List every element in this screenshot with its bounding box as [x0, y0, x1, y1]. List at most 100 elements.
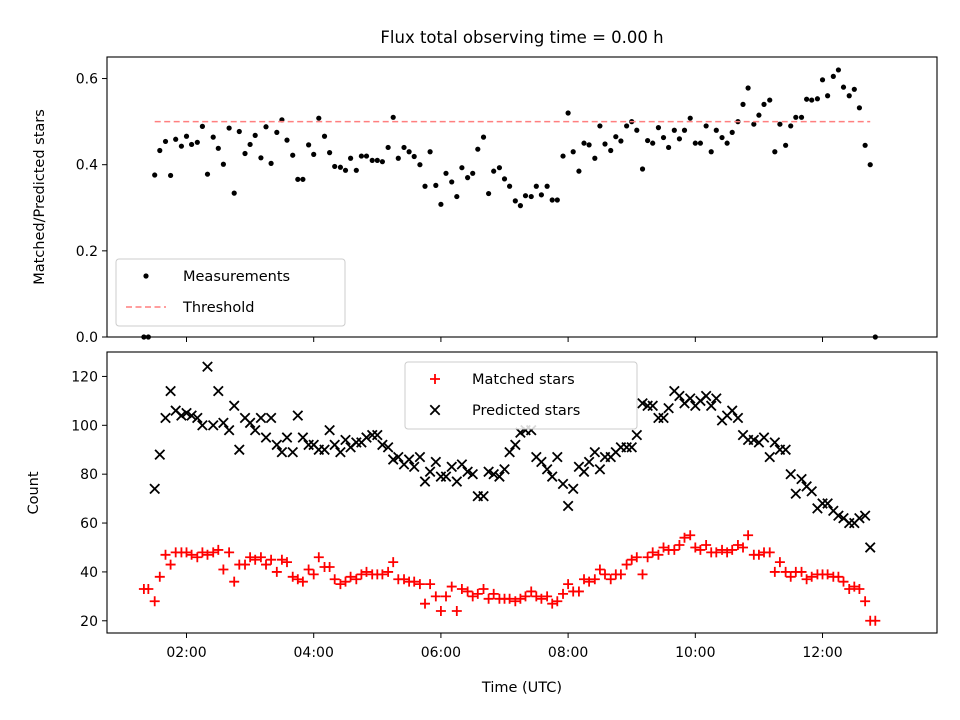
matched-stars-point	[653, 549, 664, 560]
measurement-point	[316, 115, 322, 121]
predicted-stars-point	[340, 434, 351, 446]
matched-stars-point	[478, 584, 489, 595]
measurement-point	[645, 137, 651, 144]
matched-stars-point	[526, 586, 537, 597]
bottom-legend: Matched stars Predicted stars	[404, 361, 638, 430]
measurement-point	[470, 170, 476, 176]
measurement-point	[321, 133, 328, 139]
measurement-point	[592, 155, 598, 161]
matched-stars-point	[547, 598, 558, 609]
predicted-stars-point	[335, 446, 346, 458]
measurement-point	[581, 140, 587, 146]
measurement-point	[210, 134, 216, 140]
predicted-stars-point	[451, 476, 463, 487]
predicted-stars-point	[663, 402, 674, 414]
measurement-point	[830, 73, 836, 79]
measurement-point	[162, 138, 169, 145]
top-y-tick-label: 0.4	[76, 158, 98, 174]
predicted-stars-point	[854, 512, 865, 524]
measurement-point	[390, 114, 396, 120]
matched-stars-point	[313, 552, 324, 563]
measurement-point	[406, 149, 412, 155]
matched-stars-point	[329, 574, 340, 585]
matched-stars-point	[685, 530, 696, 541]
measurement-point	[708, 149, 714, 155]
measurement-point	[363, 153, 370, 159]
matched-stars-point	[753, 549, 764, 560]
matched-stars-point	[594, 564, 605, 575]
measurement-point	[851, 86, 857, 92]
measurement-point	[565, 110, 571, 116]
top-y-tick-label: 0.0	[76, 330, 98, 346]
predicted-stars-point	[726, 405, 738, 416]
measurement-point	[761, 101, 767, 107]
predicted-stars-point	[806, 485, 818, 497]
predicted-stars-point	[165, 385, 176, 397]
measurement-point	[369, 157, 375, 163]
measurement-point	[756, 112, 762, 118]
predicted-stars-point	[536, 456, 547, 468]
measurement-point	[862, 142, 868, 148]
predicted-stars-point	[478, 490, 489, 502]
matched-stars-point	[399, 574, 410, 585]
matched-stars-point	[456, 584, 467, 595]
matched-stars-point	[563, 579, 574, 590]
measurement-point	[687, 115, 693, 121]
predicted-stars-point	[578, 466, 590, 478]
measurement-point	[533, 183, 539, 189]
matched-stars-point	[271, 566, 282, 577]
measurement-point	[374, 157, 380, 163]
matched-stars-point	[425, 579, 436, 590]
measurement-point	[327, 150, 333, 156]
measurement-point	[713, 127, 719, 133]
matched-stars-point	[462, 586, 473, 597]
predicted-stars-point	[859, 510, 871, 522]
predicted-stars-point	[154, 449, 166, 460]
measurement-point	[814, 96, 821, 102]
measurement-point	[300, 176, 306, 182]
predicted-stars-point	[297, 432, 309, 443]
matched-stars-point	[605, 574, 616, 585]
measurement-point	[729, 129, 735, 135]
predicted-stars-point	[785, 468, 797, 480]
measurement-point	[856, 105, 863, 111]
predicted-stars-point	[149, 483, 161, 495]
measurement-point	[263, 124, 269, 130]
predicted-stars-point	[424, 466, 436, 478]
legend-label: Predicted stars	[472, 403, 580, 419]
measurement-point	[560, 153, 566, 159]
bottom-y-tick-label: 40	[80, 565, 98, 581]
predicted-stars-point	[191, 412, 203, 424]
matched-stars-point	[631, 552, 642, 563]
predicted-stars-point	[732, 412, 744, 424]
matched-stars-point	[361, 566, 372, 577]
measurement-point	[655, 125, 662, 131]
measurement-point	[204, 171, 211, 177]
matched-stars-point	[297, 576, 308, 587]
measurement-point	[522, 193, 529, 199]
predicted-stars-point	[562, 500, 574, 512]
predicted-stars-point	[160, 412, 171, 424]
matched-stars-point	[467, 591, 478, 602]
matched-stars-point	[690, 542, 701, 553]
matched-stars-point	[674, 540, 685, 551]
measurement-point	[353, 167, 359, 173]
matched-stars-point	[844, 584, 855, 595]
predicted-stars-point	[864, 542, 876, 553]
matched-stars-point	[430, 591, 441, 602]
measurement-point	[311, 151, 317, 157]
measurement-point	[427, 149, 433, 155]
predicted-stars-point	[705, 400, 717, 412]
predicted-stars-point	[764, 451, 776, 463]
matched-stars-point	[647, 547, 658, 558]
predicted-stars-point	[440, 471, 452, 482]
matched-stars-point	[250, 554, 261, 565]
measurement-point	[618, 138, 624, 144]
measurement-point	[215, 145, 221, 151]
matched-stars-point	[642, 552, 653, 563]
predicted-stars-point	[769, 437, 781, 448]
matched-stars-point	[637, 569, 648, 580]
matched-stars-point	[165, 559, 176, 570]
predicted-stars-point	[223, 424, 235, 436]
matched-stars-point	[589, 574, 600, 585]
